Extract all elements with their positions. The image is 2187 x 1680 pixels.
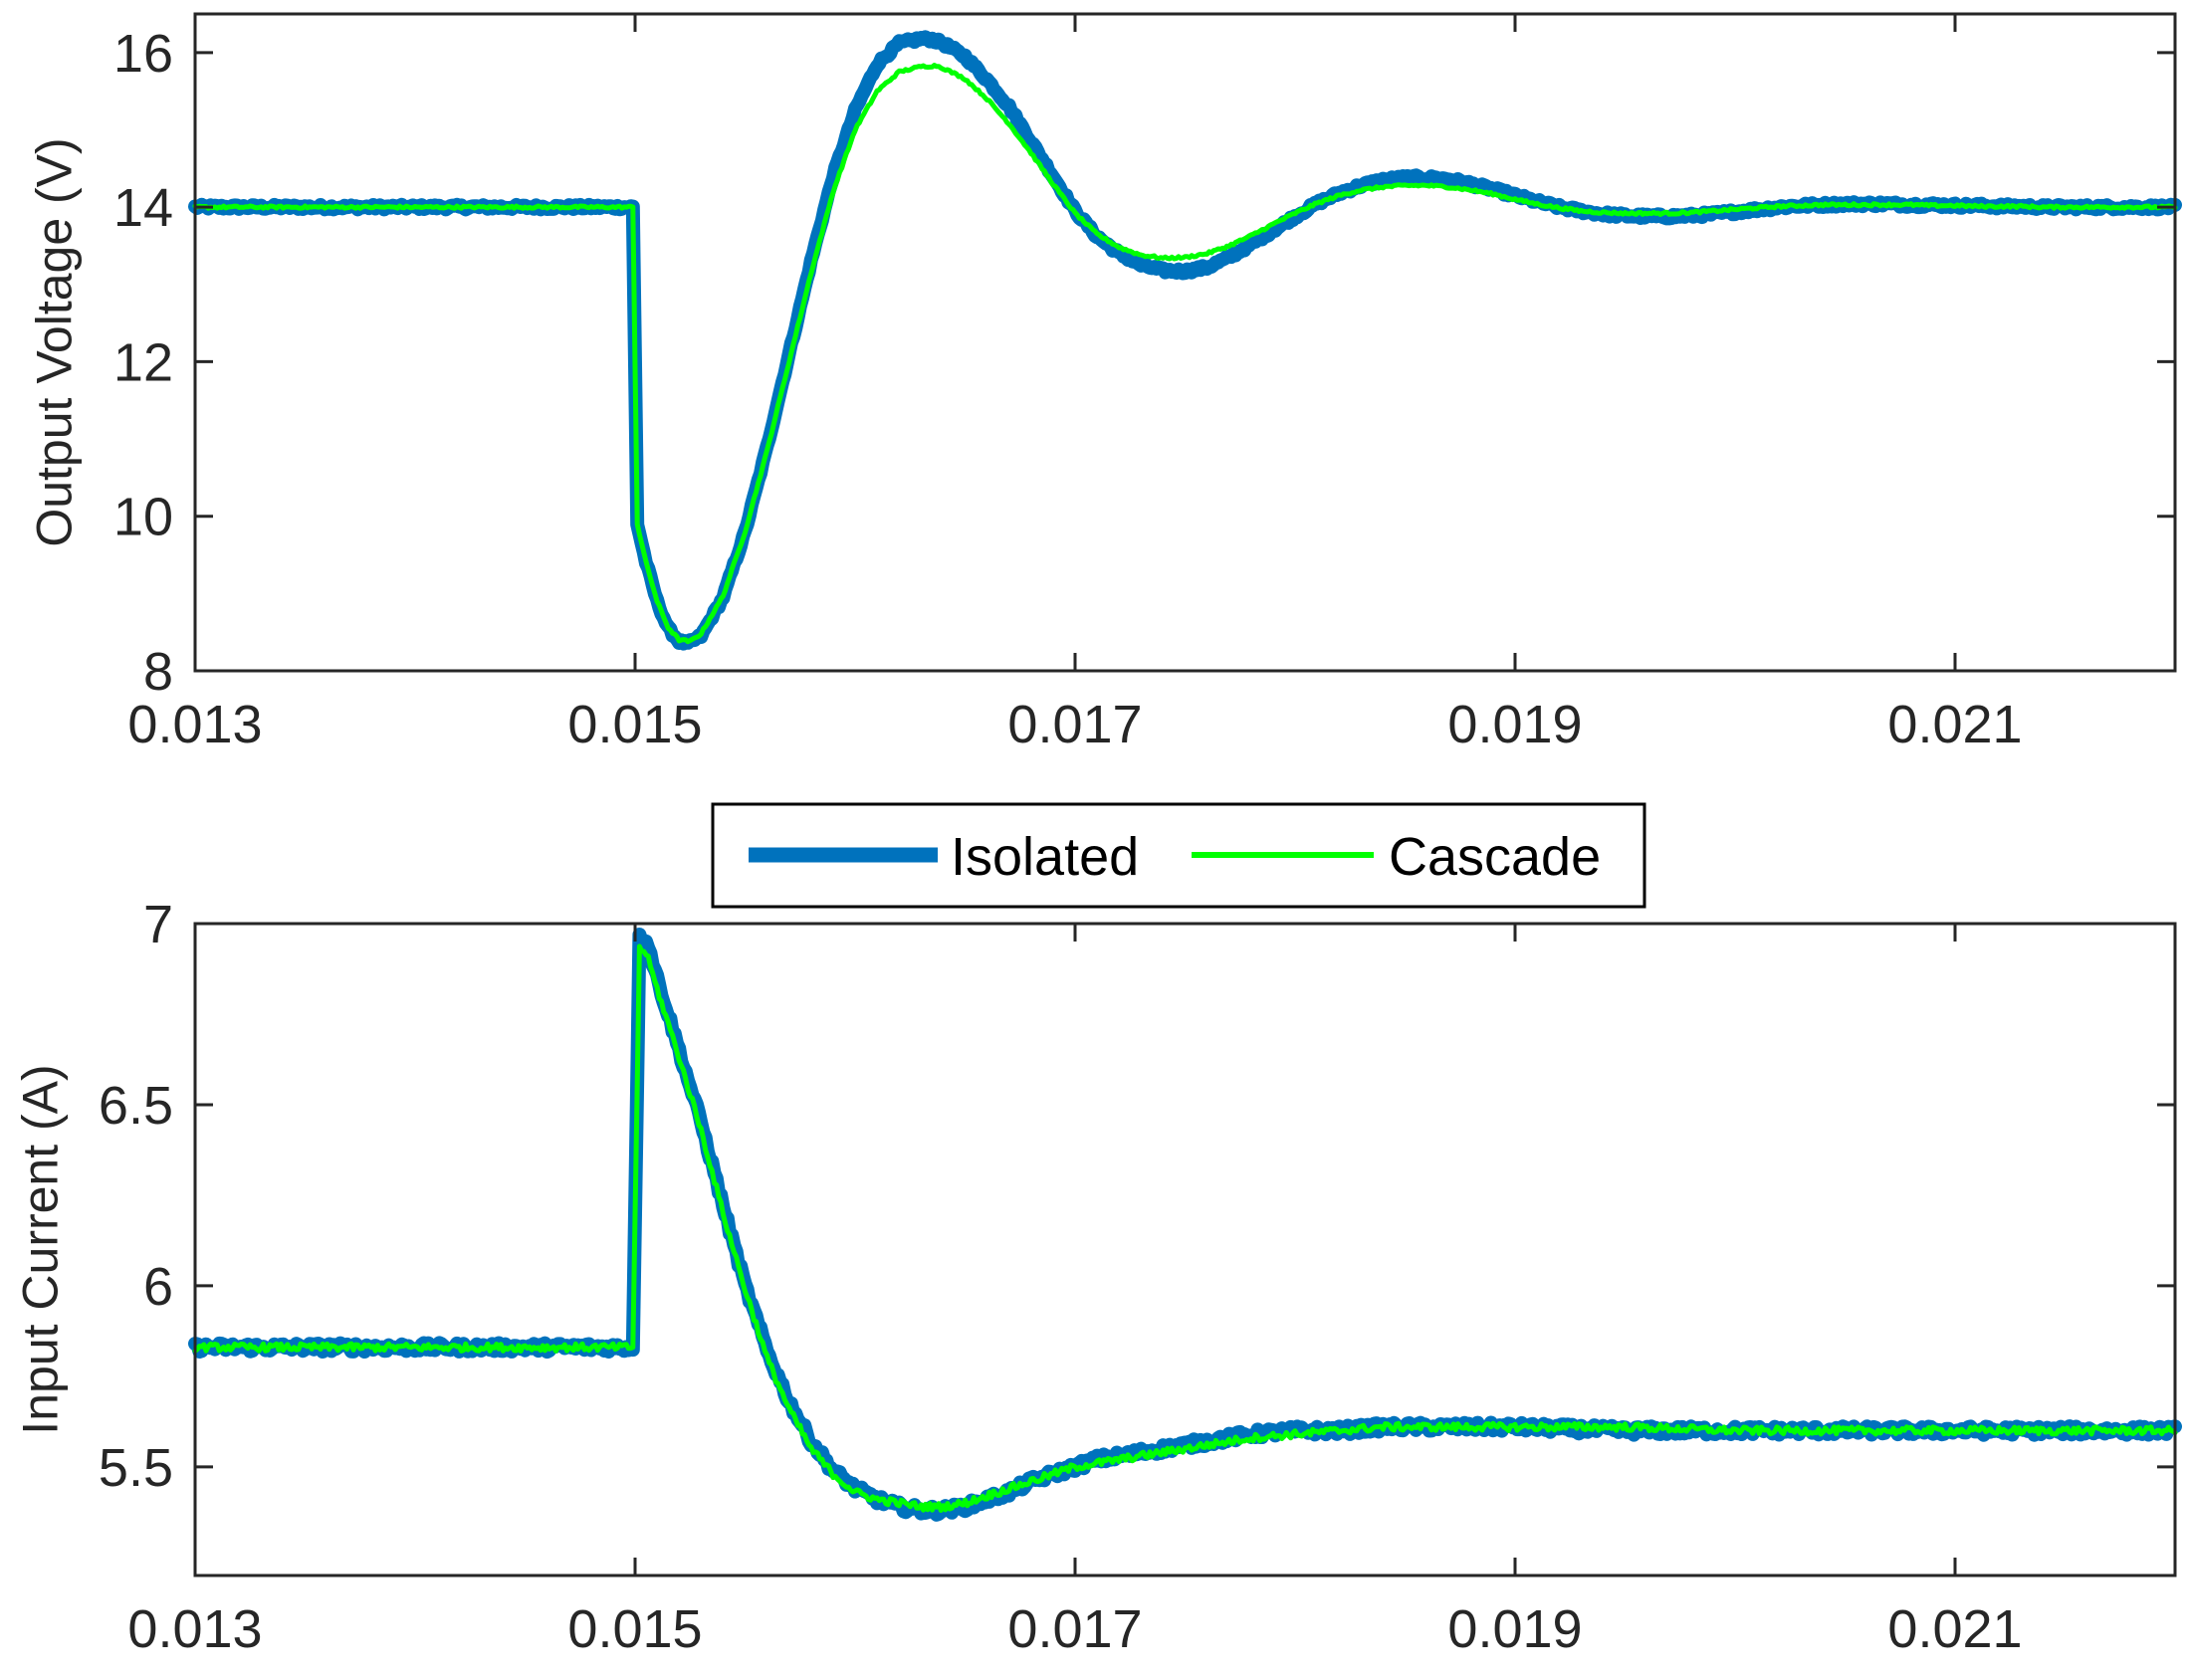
- input-current-series: [188, 928, 2182, 1522]
- series-line-cascade: [192, 63, 2178, 645]
- output-voltage-series: [188, 30, 2182, 651]
- x-tick-label: 0.013: [127, 1599, 262, 1659]
- x-tick-label: 0.021: [1887, 1599, 2022, 1659]
- legend-label-cascade: Cascade: [1389, 827, 1601, 887]
- x-tick-label: 0.015: [567, 695, 702, 754]
- x-tick-label: 0.017: [1007, 695, 1142, 754]
- y-tick-label: 12: [113, 332, 173, 392]
- y-tick-label: 14: [113, 178, 173, 238]
- y-tick-label: 5.5: [99, 1438, 173, 1498]
- legend-label-isolated: Isolated: [951, 827, 1139, 887]
- y-tick-label: 6.5: [99, 1076, 173, 1136]
- output-voltage-ticks: 0.013 0.015 0.017 0.019 0.021 8 10 12 14 16: [113, 14, 2175, 754]
- x-tick-label: 0.019: [1447, 1599, 1582, 1659]
- y-tick-label: 10: [113, 488, 173, 547]
- y-tick-label: 16: [113, 24, 173, 84]
- output-voltage-axes: 0.013 0.015 0.017 0.019 0.021 8 10 12 14 16 Outpu…: [27, 12, 2182, 754]
- output-voltage-frame: [193, 12, 2177, 673]
- series-line-cascade: [192, 944, 2178, 1513]
- x-tick-label: 0.017: [1007, 1599, 1142, 1659]
- x-tick-label: 0.013: [127, 695, 262, 754]
- x-tick-label: 0.015: [567, 1599, 702, 1659]
- input-current-ylabel: Input Current (A): [13, 1064, 69, 1434]
- input-current-frame: [193, 922, 2177, 1577]
- input-current-axes: 0.013 0.015 0.017 0.019 0.021 5.5 6 6.5 7 Input …: [13, 895, 2182, 1659]
- input-current-ticks: 0.013 0.015 0.017 0.019 0.021 5.5 6 6.5 7: [99, 895, 2175, 1659]
- y-tick-label: 6: [143, 1257, 173, 1317]
- y-tick-label: 7: [143, 895, 173, 954]
- y-tick-label: 8: [143, 642, 173, 702]
- x-tick-label: 0.021: [1887, 695, 2022, 754]
- output-voltage-ylabel: Output Voltage (V): [27, 137, 83, 546]
- x-tick-label: 0.019: [1447, 695, 1582, 754]
- legend: Isolated Cascade: [711, 802, 1646, 909]
